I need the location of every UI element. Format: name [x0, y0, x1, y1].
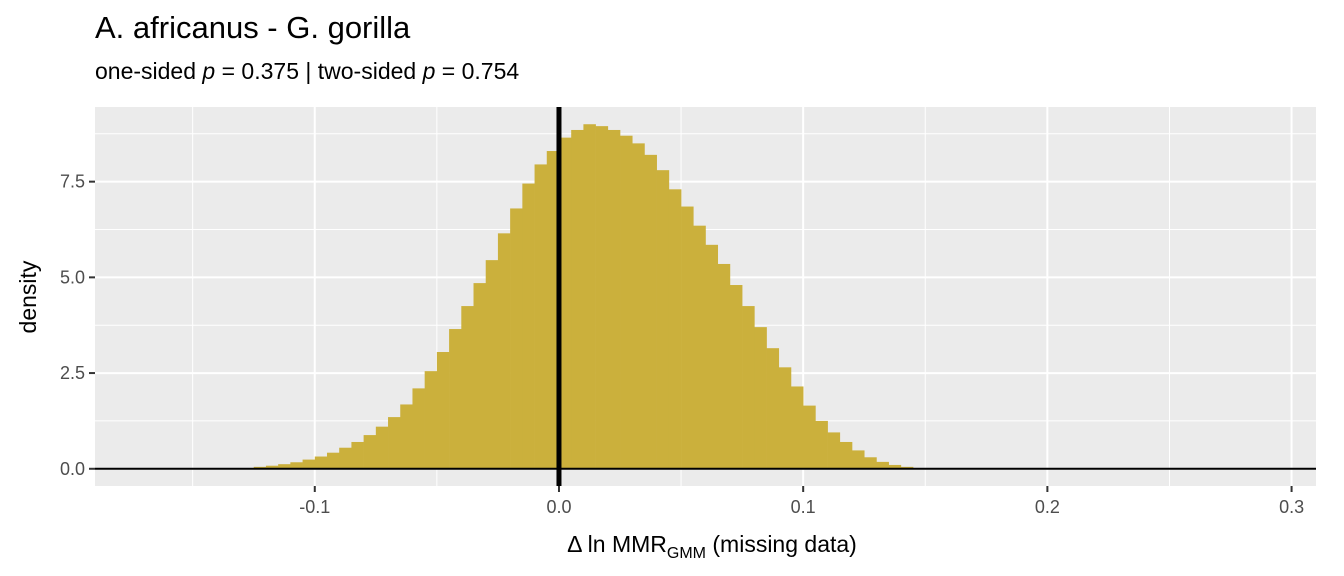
histogram-bar — [742, 306, 755, 469]
subtitle-one-sided-label: one-sided — [95, 58, 197, 84]
histogram-bar — [510, 208, 523, 469]
histogram-bar — [815, 420, 828, 469]
histogram-bar — [265, 465, 279, 469]
histogram-bar — [497, 233, 511, 469]
histogram-bar — [424, 371, 438, 469]
histogram-bar — [534, 164, 548, 469]
histogram-bar — [485, 260, 499, 469]
subtitle-one-sided-value: = 0.375 — [221, 58, 299, 84]
histogram-bar — [888, 464, 902, 469]
x-tick-label: 0.1 — [791, 497, 816, 517]
histogram-bar — [681, 206, 694, 469]
histogram-bar — [363, 435, 377, 469]
subtitle-p-symbol: p — [202, 58, 216, 84]
histogram-bar — [571, 129, 584, 469]
histogram-bar — [546, 151, 560, 469]
histogram-bar — [583, 124, 596, 469]
y-axis-title: density — [15, 260, 41, 333]
histogram-bar — [436, 352, 450, 469]
histogram-bar — [827, 432, 841, 469]
histogram-bar — [595, 126, 609, 469]
subtitle-two-sided-label: two-sided — [317, 58, 417, 84]
x-tick-label: 0.3 — [1279, 497, 1304, 517]
histogram-bar — [290, 462, 303, 469]
histogram-bar — [778, 367, 792, 469]
histogram-bar — [278, 464, 291, 469]
histogram-bar — [852, 450, 865, 469]
histogram-bar — [326, 452, 340, 469]
histogram-bar — [461, 306, 474, 469]
histogram-bar — [314, 456, 328, 469]
histogram-bar — [620, 135, 633, 469]
histogram-bar — [449, 329, 462, 469]
histogram-bar — [412, 388, 425, 469]
x-axis-title: Δ ln MMRGMM (missing data) — [567, 531, 857, 562]
x-tick-label: 0.0 — [546, 497, 571, 517]
x-axis-title-tail: (missing data) — [706, 531, 857, 557]
y-axis-ticks: 0.0 2.5 5.0 7.5 — [60, 172, 95, 479]
x-axis-title-subscript: GMM — [667, 545, 706, 562]
y-tick-label: 2.5 — [60, 363, 85, 383]
histogram-bar — [668, 189, 682, 469]
histogram-bar — [632, 143, 645, 469]
histogram-bar — [302, 459, 316, 469]
histogram-bar — [693, 225, 706, 469]
y-tick-label: 5.0 — [60, 267, 85, 287]
histogram-bar — [375, 426, 389, 469]
histogram-bar — [522, 183, 535, 469]
histogram-bar — [839, 441, 853, 469]
histogram-bar — [339, 447, 352, 469]
histogram-bar — [766, 348, 780, 469]
histogram-bar — [400, 404, 413, 469]
histogram-bar — [473, 283, 487, 469]
histogram-bar — [864, 457, 877, 469]
chart-subtitle: one-sided p = 0.375 | two-sided p = 0.75… — [95, 58, 519, 85]
chart-title: A. africanus - G. gorilla — [95, 10, 411, 45]
histogram-bar — [754, 327, 767, 469]
histogram-bar — [558, 137, 572, 469]
histogram-bar — [729, 285, 743, 469]
histogram-bar — [876, 461, 889, 469]
subtitle-separator: | — [305, 58, 312, 84]
y-tick-label: 0.0 — [60, 459, 85, 479]
histogram-bar — [607, 129, 621, 469]
histogram-bar — [351, 441, 364, 469]
y-tick-label: 7.5 — [60, 172, 85, 192]
subtitle-p-symbol: p — [422, 58, 436, 84]
histogram-bar — [388, 417, 401, 469]
x-axis-title-base: Δ ln MMR — [567, 531, 667, 557]
histogram-bars — [241, 124, 926, 469]
histogram-bar — [717, 263, 731, 469]
x-tick-label: -0.1 — [299, 497, 330, 517]
histogram-bar — [705, 244, 719, 469]
x-axis-ticks: -0.1 0.0 0.1 0.2 0.3 — [299, 486, 1304, 517]
histogram-bar — [803, 405, 816, 469]
subtitle-two-sided-value: = 0.754 — [441, 58, 520, 84]
x-tick-label: 0.2 — [1035, 497, 1060, 517]
histogram-bar — [644, 154, 657, 469]
histogram-bar — [656, 170, 670, 469]
histogram-bar — [790, 386, 804, 469]
